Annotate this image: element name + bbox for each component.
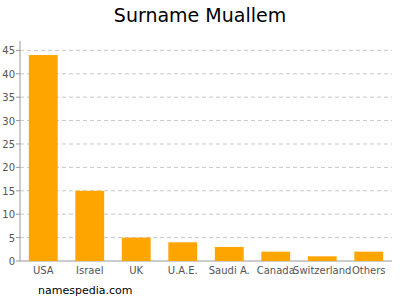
grid-line <box>20 143 392 144</box>
x-tick-label: Canada <box>257 265 295 276</box>
y-tick-label: 5 <box>9 233 15 244</box>
y-tick-label: 0 <box>9 256 15 267</box>
y-tick-label: 35 <box>2 92 15 103</box>
tick-mark <box>16 214 20 215</box>
bar <box>215 247 244 261</box>
tick-mark <box>16 167 20 168</box>
bar <box>308 256 337 261</box>
bar <box>29 55 58 261</box>
title: Surname Muallem <box>114 4 286 26</box>
tick-mark <box>16 261 20 262</box>
tick-mark <box>16 237 20 238</box>
tick-mark <box>16 143 20 144</box>
y-tick-label: 40 <box>2 69 15 80</box>
grid-line <box>20 120 392 121</box>
grid-line <box>20 167 392 168</box>
y-tick-label: 30 <box>2 116 15 127</box>
grid-line <box>20 73 392 74</box>
x-tick-label: Israel <box>76 265 103 276</box>
x-tick-label: UK <box>129 265 143 276</box>
bars <box>29 55 383 261</box>
chart-container: Surname Muallem 0 5 10 15 20 25 30 35 40 45 USA Isra… <box>0 0 400 300</box>
x-tick-label: U.A.E. <box>168 265 198 276</box>
y-tick-label: 10 <box>2 209 15 220</box>
bar <box>122 238 151 261</box>
grid-line <box>20 50 392 51</box>
tick-mark <box>16 50 20 51</box>
x-tick-label: Switzerland <box>293 265 351 276</box>
grid-line <box>20 97 392 98</box>
y-axis <box>20 41 21 261</box>
x-tick-label: USA <box>33 265 54 276</box>
y-tick-label: 25 <box>2 139 15 150</box>
tick-mark <box>16 190 20 191</box>
tick-mark <box>16 97 20 98</box>
y-tick-label: 20 <box>2 162 15 173</box>
source: namespedia.com <box>38 284 132 297</box>
x-tick-label: Others <box>352 265 386 276</box>
tick-mark <box>16 120 20 121</box>
y-tick-label: 15 <box>2 186 15 197</box>
tick-mark <box>16 73 20 74</box>
x-tick-label: Saudi A. <box>209 265 250 276</box>
bar <box>261 252 290 261</box>
chart: Surname Muallem 0 5 10 15 20 25 30 35 40 45 USA Isra… <box>0 0 400 300</box>
bar <box>354 252 383 261</box>
y-tick-label: 45 <box>2 45 15 56</box>
bar <box>168 242 197 261</box>
bar <box>75 191 104 261</box>
